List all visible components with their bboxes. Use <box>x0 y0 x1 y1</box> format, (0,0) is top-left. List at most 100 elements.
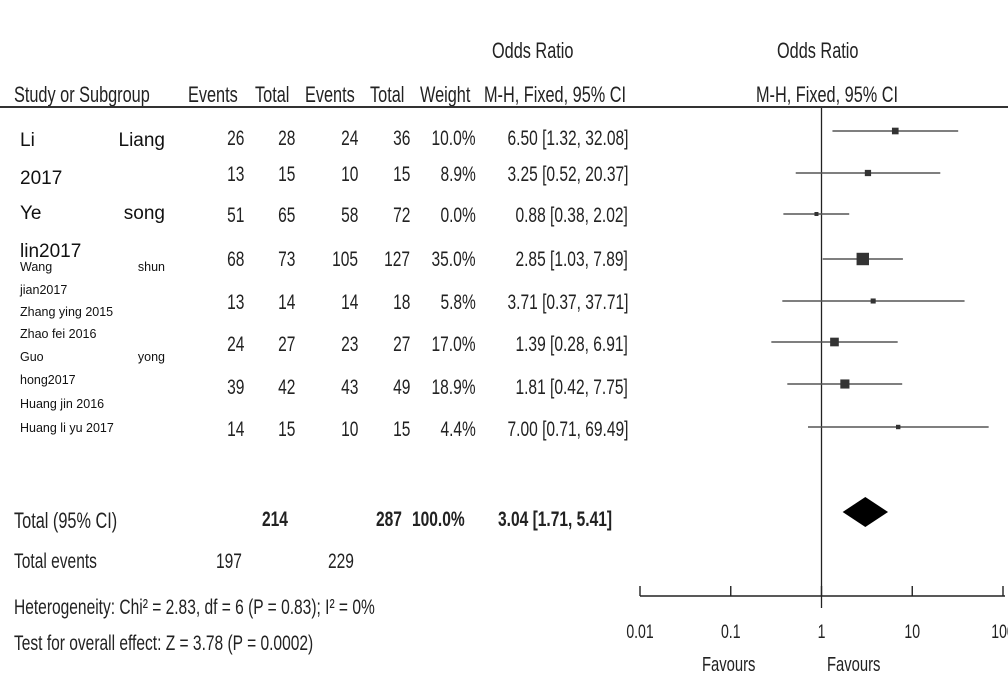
row-7-t2: 15 <box>392 418 410 441</box>
row-5-w: 17.0% <box>431 333 476 356</box>
row-4-e1: 13 <box>226 291 244 314</box>
row-5-ci: 1.39 [0.28, 6.91] <box>515 333 628 356</box>
x-tick-label-1: 0.1 <box>721 621 741 643</box>
row-3-w: 35.0% <box>431 248 476 271</box>
favours-left-label: Favours <box>702 654 756 676</box>
column-header-mh: M-H, Fixed, 95% CI <box>484 82 627 107</box>
total-weight: 100.0% <box>412 508 465 531</box>
study-name-left-1: 2017 <box>20 168 63 189</box>
x-tick-label-2: 1 <box>818 621 826 643</box>
row-2-w: 0.0% <box>440 204 476 227</box>
row-4-t2: 18 <box>392 291 410 314</box>
row-6-e1: 39 <box>226 376 244 399</box>
overall-effect-text: Test for overall effect: Z = 3.78 (P = 0… <box>14 632 314 655</box>
study-name-right-8: yong <box>137 350 165 364</box>
study-name-left-6: Zhang ying 2015 <box>20 305 114 319</box>
study-marker-5 <box>830 337 839 347</box>
total-ci: 3.04 [1.71, 5.41] <box>498 508 613 531</box>
row-5-e1: 24 <box>226 333 244 356</box>
row-7-e2: 10 <box>340 418 358 441</box>
odds-ratio-header-left: Odds Ratio <box>492 38 574 63</box>
total-events-e2: 229 <box>328 550 354 573</box>
x-tick-label-0: 0.01 <box>626 621 653 643</box>
pooled-diamond <box>842 497 889 527</box>
column-header-weight: Weight <box>420 82 471 107</box>
row-7-e1: 14 <box>226 418 244 441</box>
row-2-e1: 51 <box>226 204 244 227</box>
column-header-events-1: Events <box>188 82 238 107</box>
favours-right-label: Favours <box>827 654 881 676</box>
row-3-ci: 2.85 [1.03, 7.89] <box>515 248 628 271</box>
study-marker-3 <box>856 252 869 266</box>
study-name-left-7: Zhao fei 2016 <box>20 327 97 341</box>
row-3-e2: 105 <box>332 248 358 271</box>
column-header-study: Study or Subgroup <box>14 82 150 107</box>
study-name-left-11: Huang li yu 2017 <box>20 421 114 435</box>
study-name-right-0: Liang <box>118 130 166 151</box>
study-marker-2 <box>814 212 819 216</box>
study-name-left-3: lin2017 <box>20 241 82 262</box>
row-6-w: 18.9% <box>431 376 476 399</box>
row-4-e2: 14 <box>340 291 358 314</box>
header-divider <box>0 106 1008 108</box>
total-label: Total (95% CI) <box>14 508 118 533</box>
row-6-t2: 49 <box>392 376 410 399</box>
total-events-e1: 197 <box>216 550 242 573</box>
row-7-t1: 15 <box>277 418 295 441</box>
row-1-ci: 3.25 [0.52, 20.37] <box>507 163 628 186</box>
row-2-e2: 58 <box>340 204 358 227</box>
row-4-t1: 14 <box>277 291 295 314</box>
row-6-ci: 1.81 [0.42, 7.75] <box>515 376 628 399</box>
study-name-left-5: jian2017 <box>20 283 68 297</box>
row-5-t2: 27 <box>392 333 410 356</box>
row-3-e1: 68 <box>226 248 244 271</box>
row-3-t2: 127 <box>384 248 410 271</box>
total-t1: 214 <box>262 508 288 531</box>
row-0-w: 10.0% <box>431 127 476 150</box>
row-1-e1: 13 <box>226 163 244 186</box>
row-7-ci: 7.00 [0.71, 69.49] <box>507 418 628 441</box>
study-name-right-4: shun <box>137 260 165 274</box>
heterogeneity-text: Heterogeneity: Chi² = 2.83, df = 6 (P = … <box>14 596 375 619</box>
column-header-mh-right: M-H, Fixed, 95% CI <box>756 82 899 107</box>
study-marker-0 <box>891 127 899 135</box>
row-0-ci: 6.50 [1.32, 32.08] <box>507 127 628 150</box>
row-6-t1: 42 <box>277 376 295 399</box>
total-t2: 287 <box>376 508 402 531</box>
row-2-ci: 0.88 [0.38, 2.02] <box>515 204 628 227</box>
row-0-e2: 24 <box>340 127 358 150</box>
odds-ratio-header-right: Odds Ratio <box>777 38 859 63</box>
row-6-e2: 43 <box>340 376 358 399</box>
study-name-left-9: hong2017 <box>20 373 76 387</box>
study-marker-7 <box>895 424 901 430</box>
row-1-e2: 10 <box>340 163 358 186</box>
row-4-ci: 3.71 [0.37, 37.71] <box>507 291 628 314</box>
row-5-e2: 23 <box>340 333 358 356</box>
row-1-t1: 15 <box>277 163 295 186</box>
column-header-events-2: Events <box>305 82 355 107</box>
row-2-t1: 65 <box>277 204 295 227</box>
row-0-t2: 36 <box>392 127 410 150</box>
total-events-label: Total events <box>14 550 97 573</box>
study-name-left-2: Ye <box>20 203 42 224</box>
row-4-w: 5.8% <box>440 291 476 314</box>
study-name-left-8: Guo <box>20 350 44 364</box>
row-0-t1: 28 <box>277 127 295 150</box>
row-3-t1: 73 <box>277 248 295 271</box>
study-marker-4 <box>870 298 876 304</box>
row-7-w: 4.4% <box>440 418 476 441</box>
study-marker-1 <box>864 169 872 177</box>
study-marker-6 <box>840 379 850 389</box>
row-5-t1: 27 <box>277 333 295 356</box>
row-1-t2: 15 <box>392 163 410 186</box>
study-name-left-4: Wang <box>20 260 53 274</box>
study-name-left-10: Huang jin 2016 <box>20 397 105 411</box>
row-2-t2: 72 <box>392 204 410 227</box>
row-0-e1: 26 <box>226 127 244 150</box>
study-name-right-2: song <box>123 203 165 224</box>
column-header-total-2: Total <box>370 82 405 107</box>
x-tick-label-3: 10 <box>904 621 920 643</box>
row-1-w: 8.9% <box>440 163 476 186</box>
study-name-left-0: Li <box>20 130 35 151</box>
